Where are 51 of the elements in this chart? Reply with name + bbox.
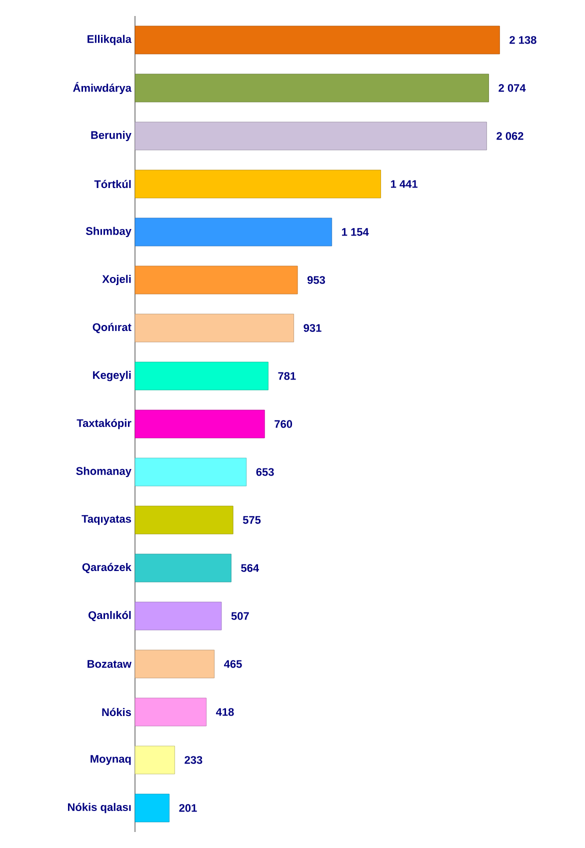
- data-label: 760: [274, 420, 292, 428]
- data-label: 653: [256, 468, 274, 476]
- data-label: 507: [231, 612, 249, 620]
- bar: [134, 698, 206, 726]
- y-tick-label: Moynaq: [90, 755, 131, 765]
- bar: [134, 650, 215, 678]
- data-label: 1 441: [391, 180, 418, 188]
- data-label: 931: [304, 324, 322, 332]
- y-tick-label: Ámiwdárya: [73, 82, 132, 94]
- y-tick-label: Qońırat: [92, 322, 132, 334]
- y-tick-label: Bozataw: [88, 660, 132, 668]
- y-tick-label: Nókis qalası: [68, 802, 131, 814]
- y-tick-label: Taqıyatas: [82, 515, 132, 525]
- y-tick-label: Taxtakópir: [76, 418, 132, 430]
- bar: [134, 794, 170, 822]
- data-label: 233: [184, 756, 202, 764]
- bar: [134, 746, 175, 774]
- data-label: 564: [241, 564, 260, 572]
- bar: [134, 554, 232, 582]
- bar: [134, 362, 268, 390]
- bar: [134, 458, 247, 486]
- bar: [134, 602, 222, 630]
- y-tick-label: Qanlıkól: [88, 610, 131, 622]
- bar: [134, 122, 487, 150]
- y-tick-label: Shımbay: [86, 226, 132, 238]
- data-label: 953: [307, 276, 326, 284]
- data-label: 781: [278, 372, 296, 380]
- y-tick-label: Beruniy: [91, 130, 132, 142]
- bar: [134, 506, 234, 534]
- data-label: 465: [224, 660, 242, 668]
- bar: [134, 26, 500, 54]
- y-tick-label: Qaraózek: [82, 562, 132, 574]
- data-label: 2 074: [498, 84, 526, 92]
- y-tick-label: Kegeyli: [93, 370, 131, 382]
- data-label: 2 138: [510, 36, 536, 44]
- bar: [134, 170, 381, 198]
- data-label: 2 062: [496, 132, 524, 140]
- data-label: 1 154: [342, 228, 369, 236]
- y-tick-label: Nókis: [102, 708, 132, 716]
- data-label: 418: [216, 708, 234, 716]
- y-tick-label: Shomanay: [76, 466, 132, 478]
- y-tick-label: Ellikqala: [88, 34, 132, 46]
- y-tick-label: Xojeli: [102, 274, 131, 286]
- bar: [134, 314, 294, 342]
- y-tick-label: Tórtkúl: [94, 180, 131, 188]
- bar: [134, 218, 332, 246]
- bar: [134, 266, 298, 294]
- data-label: 575: [242, 516, 261, 524]
- bar: [134, 74, 489, 102]
- bar: [134, 410, 265, 438]
- data-label: 201: [179, 804, 197, 812]
